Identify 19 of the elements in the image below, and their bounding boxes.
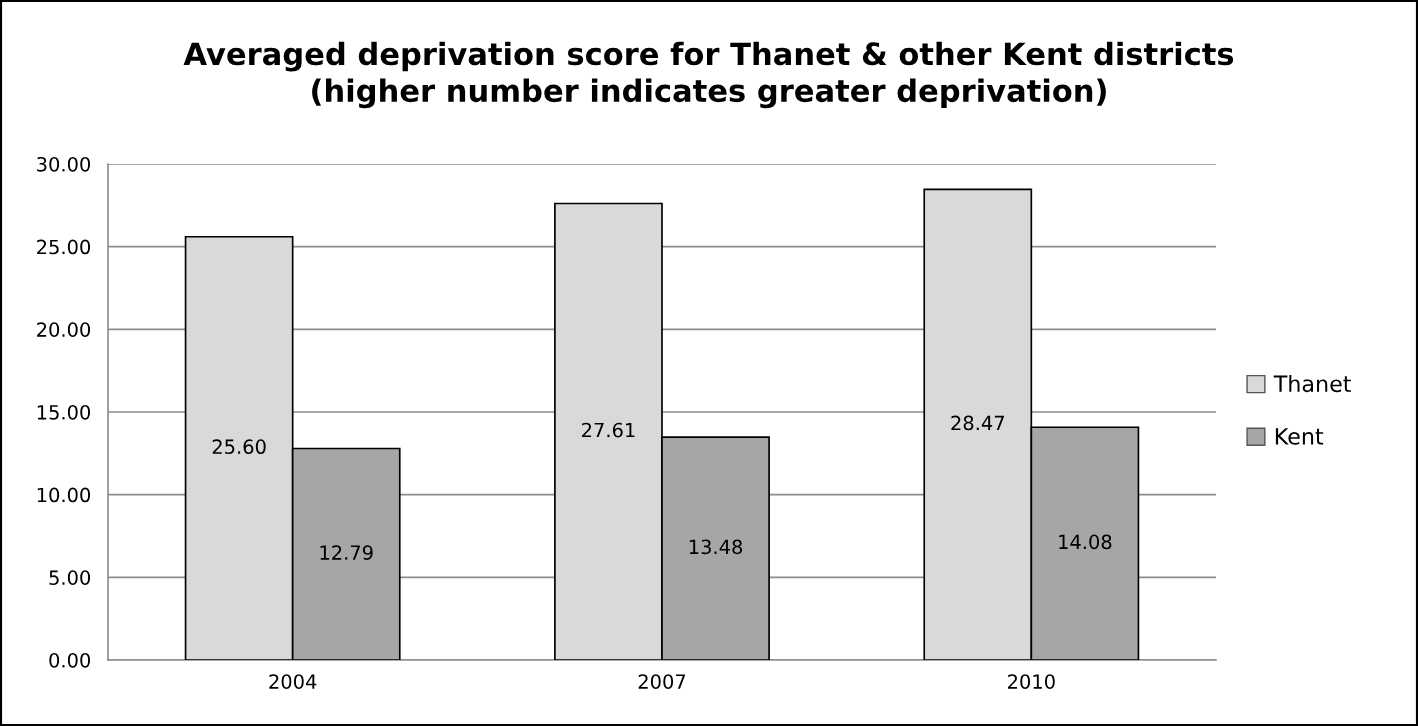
- y-tick-label: 10.00: [37, 487, 91, 503]
- y-tick-label: 20.00: [37, 322, 91, 337]
- x-tick-label: 2010: [1008, 674, 1055, 689]
- chart-title: Averaged deprivation score for Thanet & other Kent districts (higher number indicates greater deprivation): [183, 41, 1234, 109]
- y-tick-label: 15.00: [37, 404, 91, 420]
- y-tick-label: 25.00: [37, 239, 91, 255]
- data-label: 27.61: [582, 422, 635, 438]
- y-tick-label: 30.00: [37, 156, 91, 172]
- legend-label: Thanet: [1273, 374, 1351, 393]
- legend-label: Kent: [1275, 428, 1324, 445]
- y-tick-label: 0.00: [49, 652, 91, 668]
- data-label: 14.08: [1059, 534, 1112, 550]
- y-tick-label: 5.00: [49, 570, 91, 585]
- x-tick-label: 2004: [269, 674, 317, 689]
- data-label: 28.47: [951, 415, 1004, 431]
- data-label: 13.48: [689, 539, 743, 555]
- data-label: 25.60: [212, 439, 266, 455]
- x-tick-label: 2007: [638, 674, 686, 689]
- data-label: 12.79: [320, 545, 373, 560]
